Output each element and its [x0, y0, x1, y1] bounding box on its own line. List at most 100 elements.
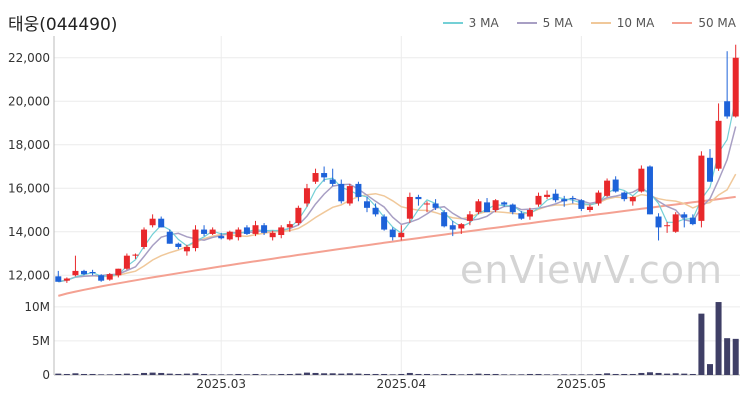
- candle-body: [501, 202, 508, 205]
- candle-body: [81, 270, 88, 275]
- volume-bar: [569, 374, 576, 375]
- candle-body: [552, 193, 559, 201]
- volume-bar: [235, 373, 242, 375]
- volume-bar: [406, 372, 413, 375]
- volume-bar: [278, 373, 285, 375]
- volume-bar: [441, 373, 448, 375]
- volume-bar: [63, 373, 70, 375]
- candle-body: [381, 216, 388, 230]
- candle-body: [398, 232, 405, 238]
- candle-body: [561, 199, 568, 202]
- candle-body: [355, 183, 362, 197]
- candle-body: [115, 268, 122, 276]
- legend-label-50ma: 50 MA: [698, 16, 736, 30]
- volume-bar: [72, 373, 79, 375]
- volume-bar: [183, 373, 190, 375]
- candle-body: [158, 218, 165, 228]
- candle-body: [235, 229, 242, 238]
- candle-body: [595, 192, 602, 204]
- volume-bar: [149, 372, 156, 375]
- volume-bar: [166, 373, 173, 375]
- volume-bar: [226, 374, 233, 375]
- volume-bar: [509, 374, 516, 375]
- volume-bar: [303, 372, 310, 375]
- legend-swatch-10ma: [590, 22, 611, 24]
- legend-swatch-3ma: [442, 22, 463, 24]
- y-tick-label: 22,000: [8, 51, 50, 65]
- candle-body: [715, 120, 722, 169]
- candle-body: [638, 168, 645, 192]
- volume-bar: [518, 374, 525, 375]
- candle-body: [389, 229, 396, 238]
- candle-body: [535, 195, 542, 205]
- candle-body: [192, 229, 199, 249]
- volume-bar: [458, 374, 465, 375]
- candle-body: [346, 186, 353, 204]
- volume-bar: [664, 373, 671, 375]
- candle-body: [123, 255, 130, 269]
- y-tick-label: 20,000: [8, 94, 50, 108]
- volume-bar: [355, 373, 362, 375]
- candle-body: [569, 198, 576, 200]
- candle-body: [449, 225, 456, 230]
- watermark: enViewV.com: [460, 248, 723, 292]
- x-tick-label: 2025.05: [557, 377, 607, 391]
- legend-item-50ma[interactable]: 50 MA: [672, 16, 736, 30]
- candle-body: [544, 194, 551, 197]
- candle-body: [72, 270, 79, 276]
- candle-body: [664, 225, 671, 227]
- candle-body: [621, 192, 628, 200]
- volume-bar: [629, 373, 636, 375]
- x-tick-label: 2025.03: [196, 377, 246, 391]
- legend-item-5ma[interactable]: 5 MA: [516, 16, 573, 30]
- volume-bar: [98, 374, 105, 375]
- candle-body: [466, 214, 473, 221]
- volume-bar: [123, 373, 130, 375]
- candle-body: [286, 224, 293, 228]
- volume-bar: [141, 372, 148, 375]
- volume-bar: [552, 374, 559, 375]
- candle-body: [218, 236, 225, 239]
- volume-bar: [646, 372, 653, 375]
- candle-body: [689, 217, 696, 225]
- candle-body: [132, 254, 139, 256]
- y-tick-label: 12,000: [8, 268, 50, 282]
- legend: 3 MA 5 MA 10 MA 50 MA: [442, 16, 736, 30]
- volume-bar: [321, 373, 328, 375]
- volume-tick-label: 10M: [24, 300, 50, 314]
- candle-body: [441, 212, 448, 227]
- volume-bar: [544, 374, 551, 375]
- candle-body: [363, 201, 370, 208]
- chart-title: 태웅(044490): [8, 15, 118, 35]
- volume-bar: [475, 373, 482, 375]
- volume-bar: [295, 373, 302, 375]
- candle-body: [458, 224, 465, 229]
- candle-body: [312, 173, 319, 182]
- legend-item-10ma[interactable]: 10 MA: [590, 16, 655, 30]
- volume-bar: [732, 338, 739, 375]
- volume-bar: [398, 373, 405, 375]
- volume-bar: [218, 374, 225, 375]
- legend-item-3ma[interactable]: 3 MA: [442, 16, 499, 30]
- candle-body: [681, 214, 688, 218]
- candle-body: [243, 227, 250, 234]
- candle-body: [492, 200, 499, 210]
- candle-body: [338, 183, 345, 202]
- candle-body: [484, 202, 491, 213]
- volume-bar: [561, 374, 568, 375]
- volume-bar: [192, 373, 199, 375]
- candle-body: [149, 218, 156, 226]
- volume-bar: [492, 373, 499, 375]
- volume-bar: [132, 373, 139, 375]
- volume-bar: [604, 373, 611, 375]
- volume-bar: [261, 374, 268, 375]
- candle-body: [141, 229, 148, 247]
- volume-bar: [243, 374, 250, 375]
- legend-label-5ma: 5 MA: [542, 16, 573, 30]
- candle-body: [106, 274, 113, 280]
- volume-bar: [672, 373, 679, 375]
- volume-bar: [595, 373, 602, 375]
- candle-body: [226, 231, 233, 240]
- legend-label-10ma: 10 MA: [616, 16, 655, 30]
- candle-body: [201, 229, 208, 234]
